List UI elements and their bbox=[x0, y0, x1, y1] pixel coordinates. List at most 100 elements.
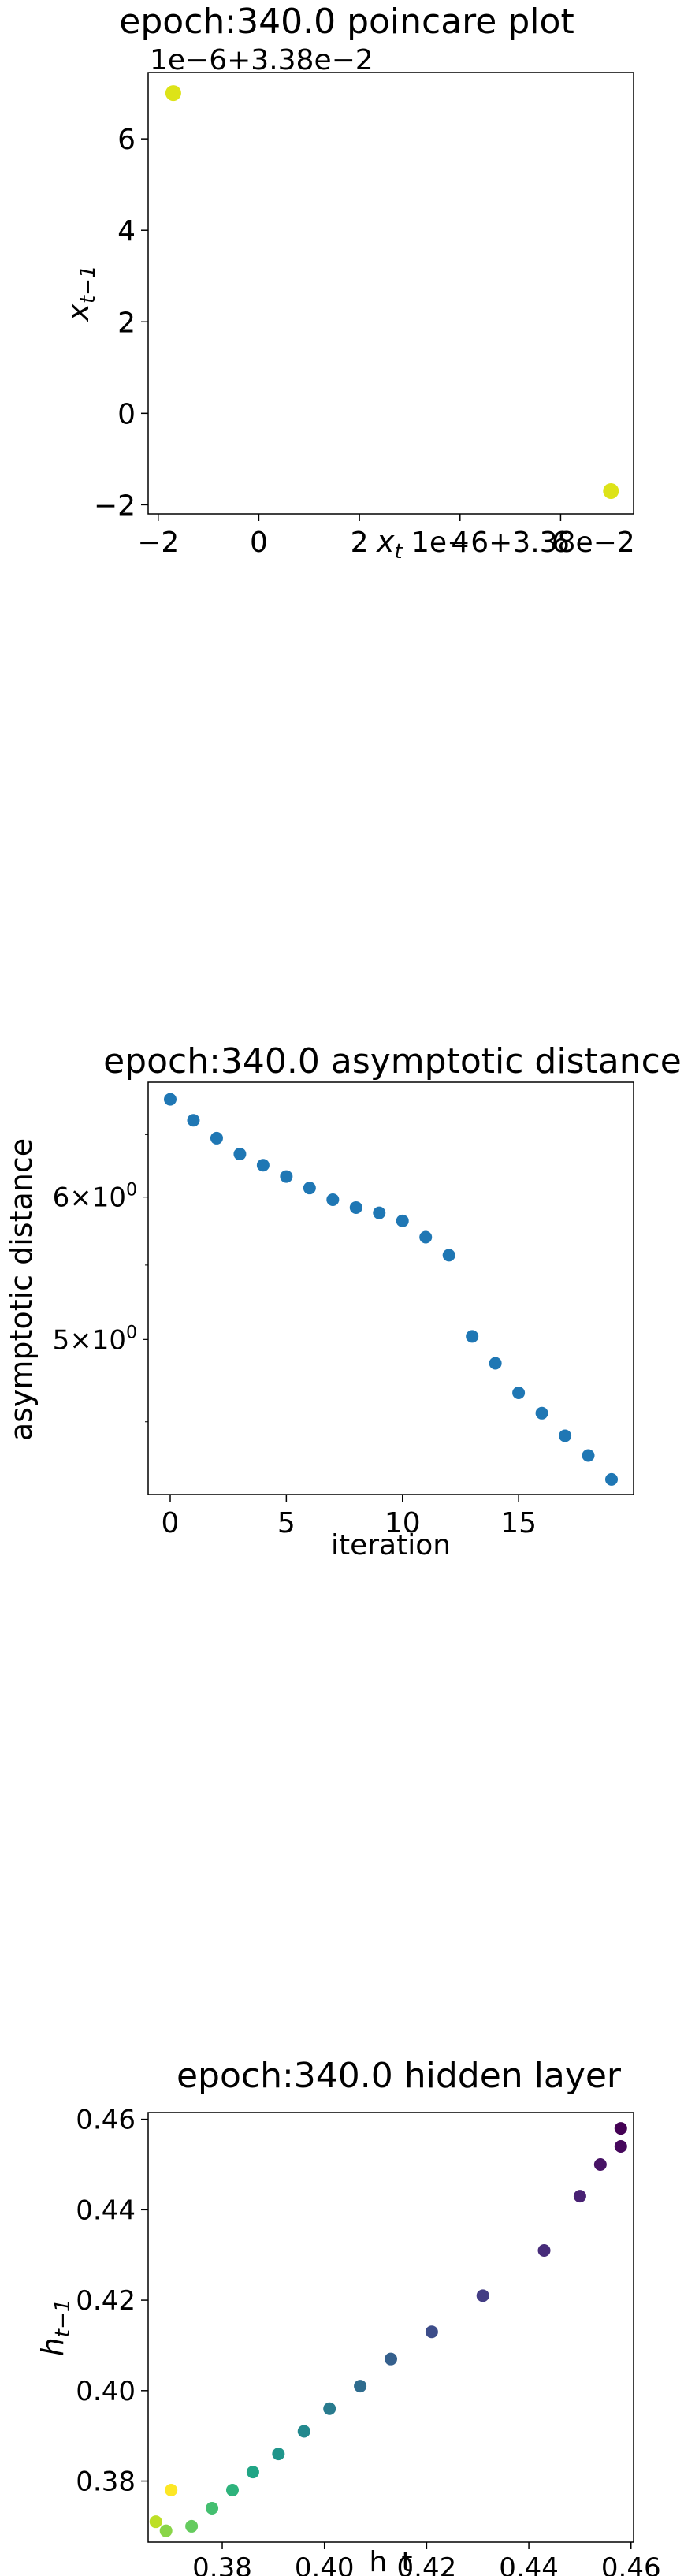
asymptotic-y-tick-exp: 0 bbox=[126, 1181, 137, 1201]
hidden-x-label: h_t bbox=[370, 2546, 413, 2576]
hidden-y-label: ht−1 bbox=[35, 2299, 75, 2357]
asymptotic-point bbox=[535, 1406, 548, 1420]
asymptotic-y-tick-base: 6 bbox=[53, 1182, 70, 1214]
asymptotic-point bbox=[559, 1429, 572, 1442]
hidden-point bbox=[354, 2380, 367, 2393]
hidden-point bbox=[297, 2425, 310, 2438]
asymptotic-point bbox=[466, 1330, 479, 1343]
poincare-x-tick-label: 2 bbox=[351, 527, 369, 559]
asymptotic-y-tick-exp: 0 bbox=[126, 1323, 137, 1342]
hidden-y-tick-label: 0.44 bbox=[76, 2194, 136, 2226]
asymptotic-title: epoch:340.0 asymptotic distance bbox=[103, 1041, 682, 1081]
asymptotic-y-tick-times: ×10 bbox=[69, 1324, 126, 1356]
hidden-y-label-base: h bbox=[35, 2337, 70, 2356]
asymptotic-point bbox=[233, 1148, 247, 1161]
asymptotic-x-tick-label: 10 bbox=[385, 1507, 421, 1539]
hidden-y-tick-label: 0.38 bbox=[76, 2466, 136, 2498]
hidden-point bbox=[614, 2140, 627, 2153]
hidden-point bbox=[537, 2243, 551, 2257]
hidden-y-label-sub: t−1 bbox=[51, 2299, 75, 2338]
hidden-point bbox=[593, 2157, 607, 2171]
poincare-chart: epoch:340.0 poincare plot 1e−6+3.38e−2 −… bbox=[61, 2, 635, 564]
hidden-point bbox=[149, 2515, 162, 2529]
poincare-points bbox=[165, 85, 619, 499]
asymptotic-point bbox=[256, 1159, 270, 1172]
poincare-plot-frame bbox=[147, 72, 634, 515]
hidden-point bbox=[159, 2524, 173, 2537]
hidden-point bbox=[185, 2519, 199, 2533]
asymptotic-plot-frame bbox=[147, 1081, 634, 1495]
hidden-layer-chart: epoch:340.0 hidden layer 0.38 0.40 0.42 0.4… bbox=[35, 2056, 661, 2576]
poincare-y-ticks: −2 0 2 4 6 bbox=[94, 124, 148, 522]
asymptotic-point bbox=[489, 1357, 502, 1370]
poincare-x-label-base: x bbox=[376, 524, 395, 559]
poincare-point bbox=[165, 85, 181, 102]
hidden-y-tick-label: 0.46 bbox=[76, 2105, 136, 2136]
poincare-x-tick-label: 4 bbox=[451, 527, 469, 559]
asymptotic-point bbox=[605, 1472, 618, 1486]
poincare-title: epoch:340.0 poincare plot bbox=[119, 2, 574, 42]
hidden-point bbox=[385, 2352, 397, 2366]
hidden-point bbox=[425, 2325, 438, 2339]
poincare-x-tick-label: 6 bbox=[552, 527, 570, 559]
asymptotic-y-label: asymptotic distance bbox=[4, 1138, 39, 1441]
asymptotic-y-tick-base: 5 bbox=[53, 1324, 70, 1356]
poincare-x-label: xt bbox=[376, 524, 403, 564]
hidden-x-ticks: 0.38 0.40 0.42 0.44 0.46 bbox=[192, 2542, 661, 2576]
asymptotic-y-tick-times: ×10 bbox=[69, 1182, 126, 1214]
asymptotic-point bbox=[210, 1131, 223, 1145]
asymptotic-y-label-wrap: asymptotic distance bbox=[4, 1138, 39, 1441]
poincare-y-tick-label: 4 bbox=[117, 215, 136, 248]
hidden-x-tick-label: 0.46 bbox=[601, 2552, 661, 2576]
hidden-y-tick-label: 0.40 bbox=[76, 2376, 136, 2407]
asymptotic-point bbox=[187, 1114, 200, 1127]
asymptotic-point bbox=[396, 1214, 409, 1227]
poincare-x-tick-label: −2 bbox=[137, 527, 179, 559]
hidden-point bbox=[246, 2466, 259, 2479]
asymptotic-point bbox=[442, 1249, 455, 1262]
svg-text:ht−1: ht−1 bbox=[35, 2299, 75, 2357]
asymptotic-point bbox=[280, 1170, 293, 1183]
hidden-y-tick-label: 0.42 bbox=[76, 2285, 136, 2317]
asymptotic-x-tick-label: 5 bbox=[277, 1507, 296, 1539]
poincare-x-tick-label: 0 bbox=[250, 527, 268, 559]
asymptotic-y-tick-label: 6×100 bbox=[53, 1181, 137, 1214]
hidden-point bbox=[206, 2501, 219, 2515]
hidden-x-tick-label: 0.44 bbox=[499, 2552, 559, 2576]
asymptotic-point bbox=[419, 1230, 433, 1244]
hidden-point bbox=[165, 2484, 178, 2497]
hidden-y-ticks: 0.38 0.40 0.42 0.44 0.46 bbox=[76, 2105, 148, 2498]
asymptotic-x-ticks: 0 5 10 15 bbox=[162, 1495, 537, 1539]
svg-text:xt−1: xt−1 bbox=[61, 265, 100, 322]
asymptotic-x-label: iteration bbox=[331, 1529, 451, 1562]
poincare-x-ticks: −2 0 2 4 6 bbox=[137, 514, 570, 559]
hidden-point bbox=[323, 2402, 336, 2415]
asymptotic-x-tick-label: 15 bbox=[500, 1507, 537, 1539]
asymptotic-point bbox=[582, 1449, 595, 1462]
hidden-x-tick-label: 0.42 bbox=[397, 2552, 457, 2576]
asymptotic-point bbox=[326, 1193, 340, 1206]
poincare-x-offset: 1e−6+3.38e−2 bbox=[411, 527, 635, 559]
hidden-point bbox=[614, 2122, 627, 2135]
poincare-point bbox=[603, 482, 619, 499]
asymptotic-points bbox=[164, 1093, 618, 1486]
hidden-point bbox=[272, 2448, 285, 2461]
asymptotic-point bbox=[349, 1201, 362, 1214]
asymptotic-point bbox=[164, 1093, 177, 1106]
poincare-y-label: xt−1 bbox=[61, 265, 100, 322]
asymptotic-point bbox=[512, 1387, 526, 1400]
asymptotic-chart: epoch:340.0 asymptotic distance 0 5 10 15 6… bbox=[4, 1041, 682, 1562]
hidden-x-tick-label: 0.40 bbox=[295, 2552, 355, 2576]
poincare-y-offset: 1e−6+3.38e−2 bbox=[150, 44, 374, 76]
hidden-point bbox=[476, 2289, 489, 2302]
poincare-y-label-sub: t−1 bbox=[76, 265, 100, 303]
asymptotic-y-tick-label: 5×100 bbox=[53, 1323, 137, 1356]
asymptotic-x-tick-label: 0 bbox=[162, 1507, 180, 1539]
poincare-y-tick-label: −2 bbox=[94, 490, 136, 522]
asymptotic-point bbox=[303, 1182, 316, 1195]
poincare-y-tick-label: 2 bbox=[117, 307, 136, 339]
hidden-point bbox=[573, 2190, 586, 2203]
